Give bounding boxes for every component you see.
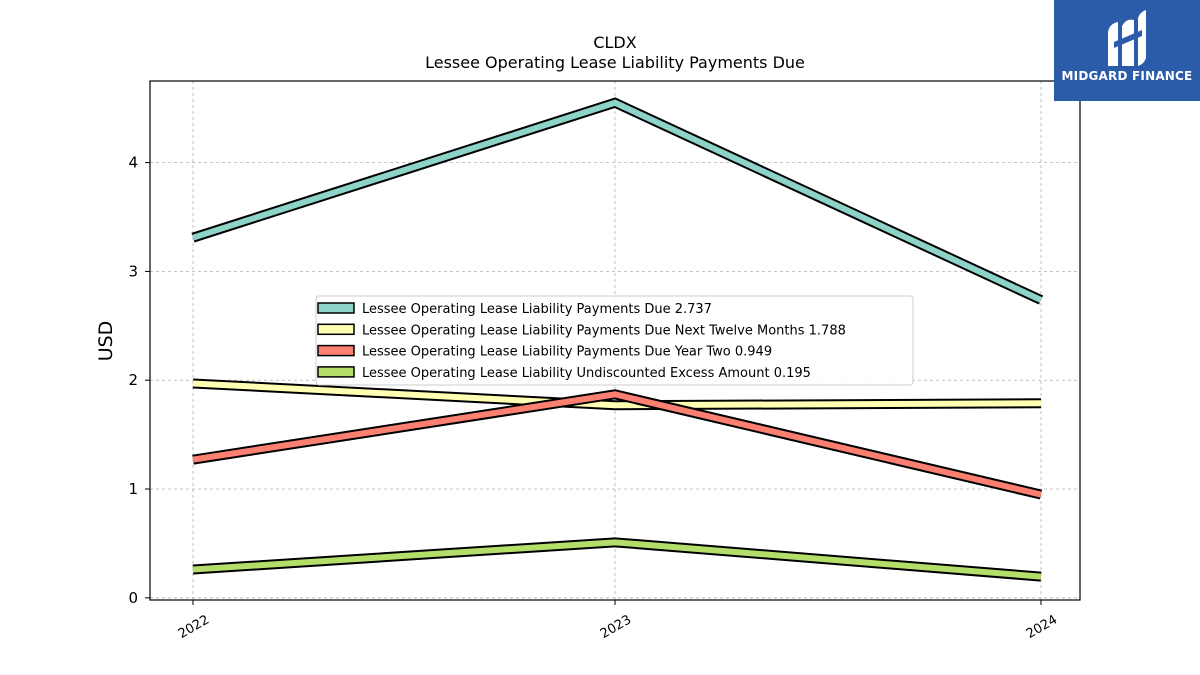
- x-tick-label: 2023: [598, 612, 634, 642]
- legend-swatch: [317, 344, 355, 357]
- y-axis: 0 1 2 3 4: [128, 154, 150, 607]
- grid-lines: [150, 81, 1080, 600]
- legend-box: [315, 295, 914, 386]
- legend-swatch: [317, 323, 355, 336]
- y-tick-label: 1: [128, 480, 138, 498]
- series-lines: [191, 97, 1044, 582]
- series-1: [191, 97, 1044, 305]
- chart-title-text: CLDX: [593, 33, 636, 52]
- y-tick-label: 3: [128, 262, 138, 280]
- legend-label: Lessee Operating Lease Liability Payment…: [362, 345, 772, 360]
- series-line-outline: [191, 97, 1044, 305]
- series-line: [192, 391, 1042, 498]
- legend-label: Lessee Operating Lease Liability Payment…: [362, 302, 712, 317]
- legend-swatch: [317, 302, 355, 314]
- legend-label: Lessee Operating Lease Liability Undisco…: [362, 366, 811, 381]
- x-tick-label: 2024: [1024, 612, 1060, 642]
- legend-swatch: [317, 366, 355, 378]
- chart-subtitle-text: Lessee Operating Lease Liability Payment…: [425, 53, 805, 72]
- brand-logo-text: MIDGARD FINANCE: [1061, 69, 1193, 83]
- series-3: [192, 389, 1043, 500]
- series-line: [192, 380, 1042, 409]
- series-4: [192, 537, 1042, 582]
- midgard-logo-icon: [1108, 10, 1146, 67]
- legend-label: Lessee Operating Lease Liability Payment…: [362, 323, 846, 338]
- x-tick-label: 2022: [176, 612, 212, 642]
- chart-title: CLDX Lessee Operating Lease Liability Pa…: [425, 33, 805, 72]
- y-tick-label: 2: [128, 371, 138, 389]
- y-tick-label: 0: [128, 589, 138, 607]
- series-line: [192, 539, 1042, 580]
- x-axis: 2022 2023 2024: [176, 600, 1060, 642]
- y-tick-label: 4: [128, 154, 138, 172]
- series-2: [192, 378, 1042, 411]
- brand-logo: MIDGARD FINANCE: [1054, 0, 1200, 101]
- legend: Lessee Operating Lease Liability Payment…: [315, 295, 914, 386]
- series-line: [192, 99, 1043, 303]
- y-axis-label: USD: [95, 321, 117, 362]
